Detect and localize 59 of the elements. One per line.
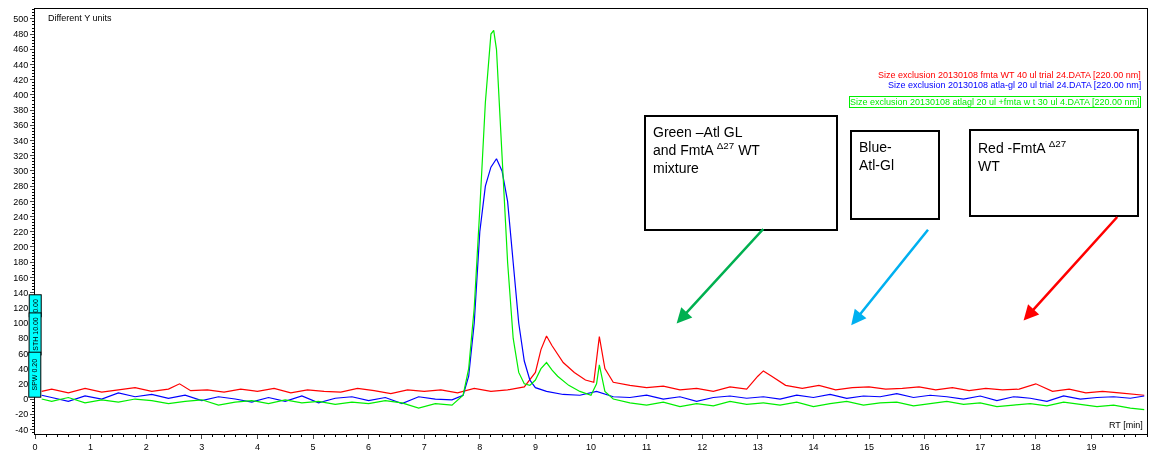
y-tick-label: 320 [13,150,29,161]
y-tick-label: 200 [13,242,29,253]
y-tick-label: 260 [13,196,29,207]
y-tick-label: 80 [18,333,29,344]
y-tick-label: 60 [18,348,29,359]
text: Size exclusion 20130108 atlagl 20 ul +fmta w t 30 ul 4.DATA [220.00 nm] [850,97,1140,107]
y-tick-label: 20 [18,378,29,389]
x-tick-label: 9 [532,441,538,452]
x-tick-label: 18 [1030,441,1041,452]
y-tick-label: 500 [13,14,29,25]
y-tick-label: 180 [13,257,29,268]
x-tick-label: 6 [366,441,372,452]
x-tick-label: 2 [143,441,149,452]
y-tick-label: 220 [13,226,29,237]
annotation: Blue- Atl-Gl [859,139,894,174]
y-tick-label: 40 [18,363,29,374]
y-tick-label: 360 [13,120,29,131]
y-axis-title: Different Y units [48,13,113,23]
x-tick-label: 0 [32,441,38,452]
x-tick-label: 10 [585,441,597,452]
y-tick-label: 0 [23,394,29,405]
x-tick-label: 11 [641,441,652,452]
text: Red -FmtA $^{Δ27}$ WT [978,138,1067,175]
x-tick-label: 19 [1086,441,1097,452]
y-tick-label: 280 [13,181,29,192]
text: Green –Atl GL and FmtA $^{Δ27}$ WT mixture [653,124,760,177]
x-tick-label: 17 [975,441,986,452]
y-tick-label: 420 [13,74,29,85]
y-tick-label: 480 [13,29,29,40]
x-tick-label: 12 [697,441,708,452]
x-tick-label: 13 [752,441,763,452]
y-tick-label: 160 [13,272,29,283]
y-tick-label: 400 [13,90,29,101]
x-tick-label: 4 [254,441,260,452]
x-tick-label: 14 [808,441,819,452]
y-tick-label: 240 [13,211,29,222]
y-tick-label: 340 [13,135,29,146]
x-tick-label: 15 [863,441,875,452]
x-tick-label: 3 [199,441,205,452]
line-series [41,29,1145,411]
line-series [41,158,1145,405]
line-series [41,335,1145,396]
x-tick-label: 8 [477,441,483,452]
y-tick-label: -40 [15,424,29,435]
x-tick-label: 16 [919,441,930,452]
text: Size exclusion 20130108 atla-gl 20 ul trial 24.DATA [220.00 nm] [888,80,1142,90]
x-axis-title: RT [min] [1109,420,1143,430]
x-tick-label: 5 [310,441,316,452]
y-tick-label: 300 [13,166,29,177]
x-tick-label: 1 [88,441,94,452]
y-tick-label: 140 [13,287,29,298]
x-tick-label: 7 [421,441,427,452]
y-tick-label: 440 [13,59,29,70]
text: Size exclusion 20130108 fmta WT 40 ul trial 24.DATA [220.00 nm] [878,70,1141,80]
y-tick-label: 460 [13,44,29,55]
y-tick-label: 100 [13,318,29,329]
y-tick-label: 120 [13,302,29,313]
y-tick-label: 380 [13,105,29,116]
y-tick-label: -20 [15,409,29,420]
